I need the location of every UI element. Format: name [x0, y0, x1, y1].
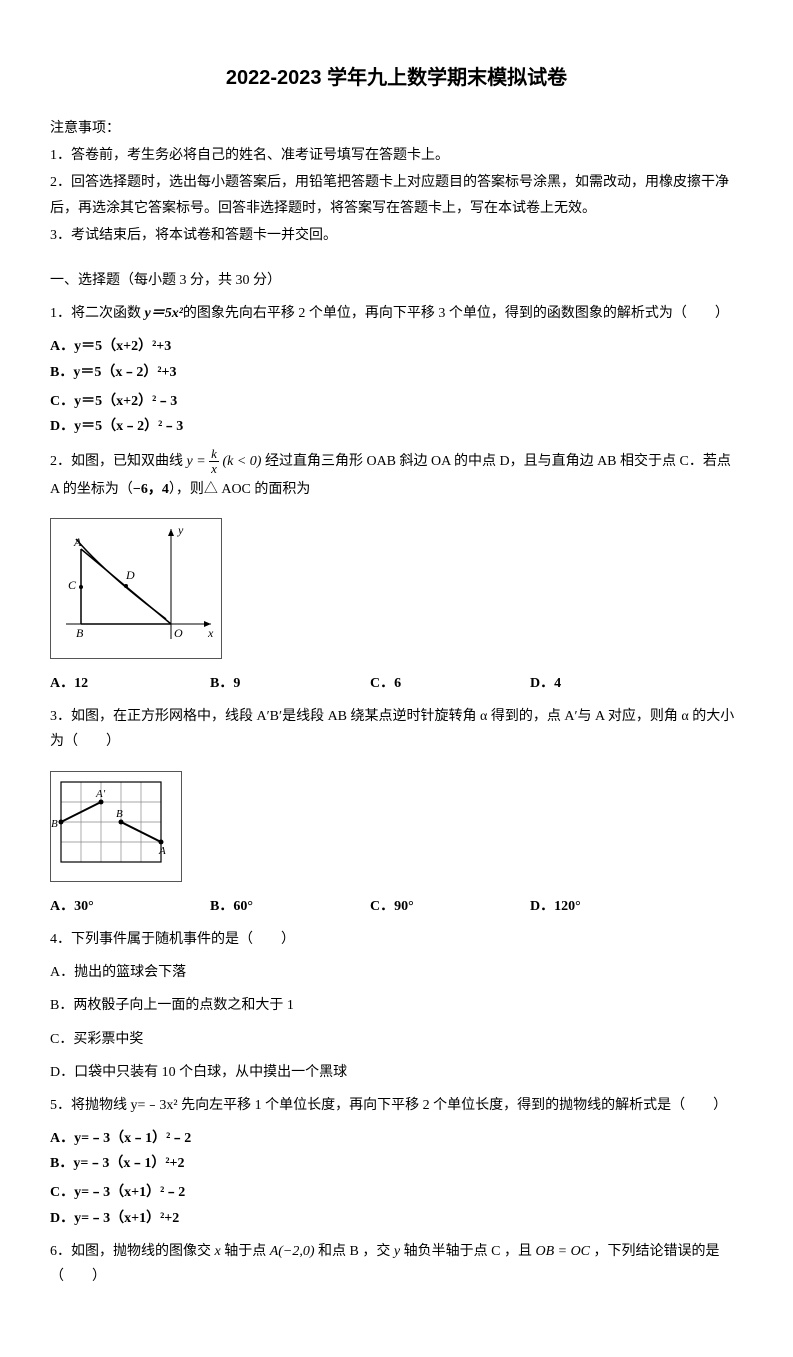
question-1: 1．将二次函数 y＝5x²的图象先向右平移 2 个单位，再向下平移 3 个单位，… [50, 301, 743, 326]
q3-option-a: A．30° [50, 894, 210, 919]
instruction-item: 3．考试结束后，将本试卷和答题卡一并交回。 [50, 223, 743, 248]
instruction-item: 2．回答选择题时，选出每小题答案后，用铅笔把答题卡上对应题目的答案标号涂黑，如需… [50, 170, 743, 220]
q6-eq: OB = OC [535, 1244, 590, 1259]
q2-frac-den: x [209, 462, 219, 476]
q5-option-b: B．y=﹣3（x﹣1）²+2 [50, 1151, 405, 1176]
q2-coord: −6，4 [133, 482, 169, 497]
q2-option-b: B．9 [210, 671, 370, 696]
question-2: 2．如图，已知双曲线 y = kx (k < 0) 经过直角三角形 OAB 斜边… [50, 447, 743, 502]
q1-option-c: C．y＝5（x+2）²﹣3 [50, 389, 405, 414]
q4-option-c: C．买彩票中奖 [50, 1027, 743, 1052]
q1-options-row2: C．y＝5（x+2）²﹣3 D．y＝5（x﹣2）²﹣3 [50, 389, 743, 439]
q2-stem-suffix: ），则△ AOC 的面积为 [169, 482, 311, 497]
q5-option-d: D．y=﹣3（x+1）²+2 [50, 1206, 405, 1231]
question-6: 6．如图，抛物线的图像交 x 轴于点 A(−2,0) 和点 B ，交 y 轴负半… [50, 1239, 743, 1289]
q1-options-row1: A．y＝5（x+2）²+3 B．y＝5（x﹣2）²+3 [50, 334, 743, 384]
label-Ap: A′ [95, 788, 106, 800]
q1-option-a: A．y＝5（x+2）²+3 [50, 334, 405, 359]
label-A: A [73, 535, 82, 549]
q1-stem-suffix: 的图象先向右平移 2 个单位，再向下平移 3 个单位，得到的函数图象的解析式为（… [183, 306, 729, 321]
label-B: B [76, 626, 84, 640]
q1-stem-prefix: 1．将二次函数 [50, 306, 145, 321]
q2-frac-num: k [209, 447, 219, 462]
q4-option-a: A．抛出的篮球会下落 [50, 960, 743, 985]
instructions-block: 注意事项： 1．答卷前，考生务必将自己的姓名、准考证号填写在答题卡上。 2．回答… [50, 116, 743, 248]
q3-figure: A B A′ B′ [50, 771, 182, 882]
label-C: C [68, 578, 77, 592]
q5-options-row2: C．y=﹣3（x+1）²﹣2 D．y=﹣3（x+1）²+2 [50, 1180, 743, 1230]
label-B: B [116, 808, 123, 820]
q6-prefix: 6．如图，抛物线的图像交 [50, 1244, 215, 1259]
q6-pointA: A(−2,0) [270, 1244, 315, 1259]
q2-figure: A B C D O x y [50, 518, 222, 659]
q2-formula-pre: y = [187, 454, 210, 469]
q2-fraction: kx [209, 447, 219, 477]
label-y: y [177, 523, 184, 537]
q2-options: A．12 B．9 C．6 D．4 [50, 671, 743, 696]
q5-options-row1: A．y=﹣3（x﹣1）²﹣2 B．y=﹣3（x﹣1）²+2 [50, 1126, 743, 1176]
page-title: 2022-2023 学年九上数学期末模拟试卷 [50, 60, 743, 96]
q1-formula: y＝5x² [145, 306, 183, 321]
label-Bp: B′ [51, 818, 61, 830]
q3-options: A．30° B．60° C．90° D．120° [50, 894, 743, 919]
label-x: x [207, 626, 214, 640]
q4-option-b: B．两枚骰子向上一面的点数之和大于 1 [50, 993, 743, 1018]
q2-option-c: C．6 [370, 671, 530, 696]
q3-option-b: B．60° [210, 894, 370, 919]
q1-option-d: D．y＝5（x﹣2）²﹣3 [50, 414, 405, 439]
q2-stem-prefix: 2．如图，已知双曲线 [50, 454, 187, 469]
instructions-header: 注意事项： [50, 116, 743, 141]
q6-mid1: 轴于点 [221, 1244, 270, 1259]
label-O: O [174, 626, 183, 640]
q2-option-d: D．4 [530, 671, 690, 696]
question-3: 3．如图，在正方形网格中，线段 A′B′是线段 AB 绕某点逆时针旋转角 α 得… [50, 704, 743, 754]
q5-option-c: C．y=﹣3（x+1）²﹣2 [50, 1180, 405, 1205]
label-D: D [125, 568, 135, 582]
question-5: 5．将抛物线 y=﹣3x² 先向左平移 1 个单位长度，再向下平移 2 个单位长… [50, 1093, 743, 1118]
q1-option-b: B．y＝5（x﹣2）²+3 [50, 360, 405, 385]
q6-mid3: 轴负半轴于点 C ，且 [400, 1244, 535, 1259]
q5-option-a: A．y=﹣3（x﹣1）²﹣2 [50, 1126, 405, 1151]
q6-mid2: 和点 B ，交 [315, 1244, 394, 1259]
q2-formula-post: (k < 0) [222, 454, 261, 469]
section-header: 一、选择题（每小题 3 分，共 30 分） [50, 268, 743, 293]
q2-option-a: A．12 [50, 671, 210, 696]
instruction-item: 1．答卷前，考生务必将自己的姓名、准考证号填写在答题卡上。 [50, 143, 743, 168]
question-4: 4．下列事件属于随机事件的是（ ） [50, 927, 743, 952]
q4-option-d: D．口袋中只装有 10 个白球，从中摸出一个黑球 [50, 1060, 743, 1085]
q3-option-c: C．90° [370, 894, 530, 919]
label-A: A [158, 845, 166, 857]
q3-option-d: D．120° [530, 894, 690, 919]
